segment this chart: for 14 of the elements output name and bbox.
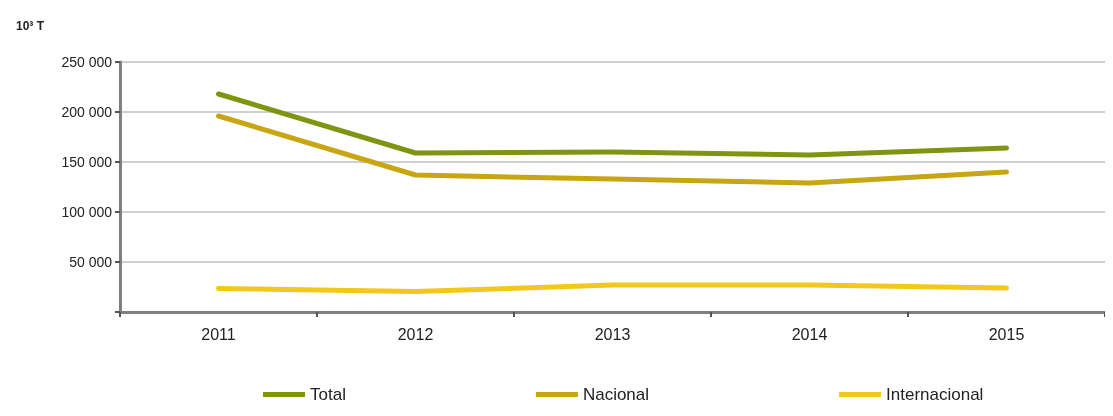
x-tick-label: 2014 <box>791 325 828 343</box>
legend-label: Nacional <box>582 385 650 404</box>
y-tick-label: 100 000 <box>61 204 113 220</box>
x-tick-label: 2012 <box>397 325 434 343</box>
x-tick-label: 2011 <box>201 325 236 343</box>
legend-label: Total <box>310 385 346 404</box>
y-tick-label: 250 000 <box>61 54 113 70</box>
y-tick-label: 200 000 <box>61 104 113 120</box>
x-tick-label: 2013 <box>594 325 631 343</box>
y-tick-label: 50 000 <box>69 254 113 270</box>
x-tick-label: 2015 <box>988 325 1025 343</box>
legend-label: Internacional <box>886 385 984 404</box>
y-axis-title: 10³ T <box>16 19 45 33</box>
y-tick-label: 150 000 <box>61 154 113 170</box>
